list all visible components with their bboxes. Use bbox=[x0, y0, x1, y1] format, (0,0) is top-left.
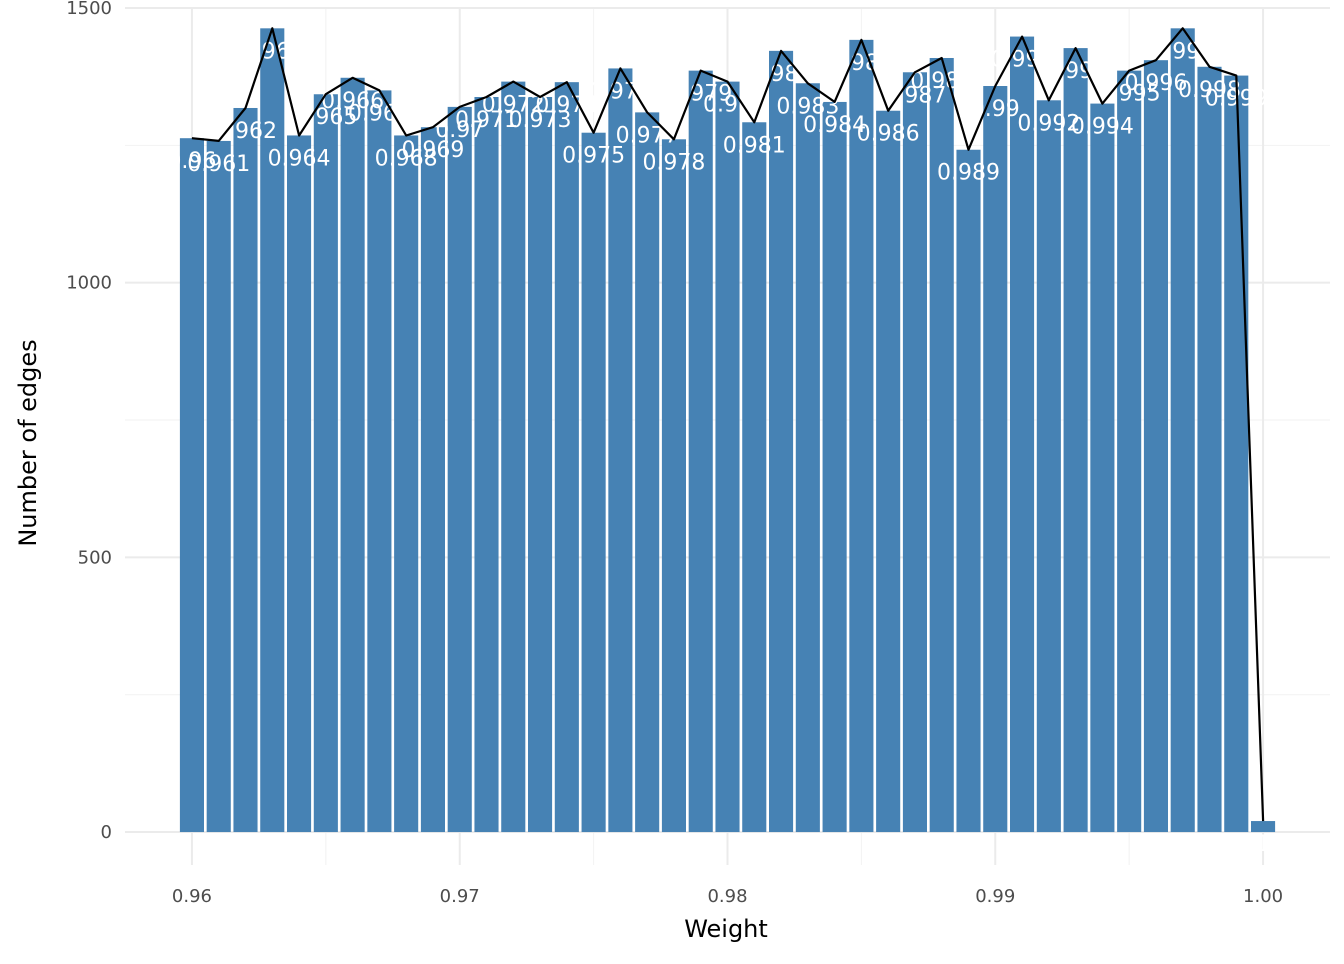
bar-value-label: 0.981 bbox=[723, 133, 786, 158]
histogram-bar bbox=[554, 82, 579, 833]
histogram-bar bbox=[1090, 103, 1115, 833]
bar-value-label: 0.989 bbox=[937, 161, 1000, 186]
bar-value-label: 0.962 bbox=[214, 119, 277, 144]
histogram-bar bbox=[715, 81, 740, 833]
bar-value-label: 0.977 bbox=[616, 123, 679, 148]
histogram-bar bbox=[661, 139, 686, 833]
histogram-bar bbox=[1170, 28, 1195, 833]
histogram-bar bbox=[367, 90, 392, 833]
bar-value-label: 0.982 bbox=[750, 62, 813, 87]
histogram-bar bbox=[688, 70, 713, 833]
histogram-bar bbox=[795, 83, 820, 833]
bar-value-label: 0.969 bbox=[401, 138, 464, 163]
histogram-bar bbox=[420, 127, 445, 833]
bar-value-label: 0.99 bbox=[971, 97, 1020, 122]
bar-value-label: 0.961 bbox=[187, 152, 250, 177]
bar-value-label: 0.994 bbox=[1071, 115, 1134, 140]
histogram-bar bbox=[1117, 70, 1142, 833]
bar-value-label: 0.971 bbox=[455, 108, 518, 133]
bar-value-label: 1 bbox=[1256, 832, 1270, 857]
bar-value-label: 0.964 bbox=[268, 146, 331, 171]
y-tick-label: 1000 bbox=[66, 273, 112, 294]
bar-value-label: 0.992 bbox=[1017, 111, 1080, 136]
histogram-bar bbox=[474, 96, 499, 833]
bar-value-label: 0.976 bbox=[589, 79, 652, 104]
histogram-bar bbox=[742, 122, 767, 833]
histogram-bar bbox=[635, 112, 660, 833]
trend-line bbox=[191, 27, 1265, 822]
histogram-bar bbox=[340, 77, 365, 833]
bar-value-label: 0.96 bbox=[167, 149, 216, 174]
bar-value-label: 0.974 bbox=[535, 93, 598, 118]
histogram-bar bbox=[1251, 821, 1276, 833]
x-tick-label: 0.96 bbox=[172, 886, 212, 907]
histogram-bar bbox=[983, 86, 1008, 833]
bar-value-label: 0.98 bbox=[703, 93, 752, 118]
histogram-bar bbox=[1143, 60, 1168, 833]
x-tick-label: 0.98 bbox=[707, 886, 747, 907]
y-tick-label: 0 bbox=[101, 822, 112, 843]
histogram-bar bbox=[1197, 66, 1222, 833]
bar-value-label: 0.984 bbox=[803, 113, 866, 138]
histogram-bar bbox=[1063, 48, 1088, 833]
histogram-bar bbox=[876, 110, 901, 833]
bar-value-label: 0.991 bbox=[991, 48, 1054, 73]
x-tick-label: 0.97 bbox=[440, 886, 480, 907]
histogram-bar bbox=[233, 107, 258, 833]
bar-value-label: 0.985 bbox=[830, 51, 893, 76]
bar-value-label: 0.963 bbox=[241, 39, 304, 64]
bar-value-label: 0.986 bbox=[857, 122, 920, 147]
histogram-bar bbox=[287, 135, 312, 833]
histogram-bar bbox=[206, 140, 231, 833]
bar-value-label: 0.966 bbox=[321, 89, 384, 114]
bar-value-label: 0.968 bbox=[375, 146, 438, 171]
y-tick-label: 500 bbox=[78, 547, 112, 568]
histogram-bar bbox=[179, 138, 204, 833]
bars-layer bbox=[179, 28, 1276, 833]
histogram-bar bbox=[1036, 100, 1061, 833]
histogram-bar bbox=[313, 94, 338, 833]
bar-value-label: 0.973 bbox=[509, 108, 572, 133]
bar-value-label: 0.97 bbox=[435, 118, 484, 143]
bar-value-label: 0.979 bbox=[669, 82, 732, 107]
histogram-bar bbox=[956, 149, 981, 833]
histogram-bar bbox=[822, 101, 847, 833]
histogram-bar bbox=[608, 68, 633, 833]
histogram-bar bbox=[394, 135, 419, 833]
bar-value-label: 0.975 bbox=[562, 144, 625, 169]
bar-value-label: 0.996 bbox=[1124, 71, 1187, 96]
histogram-bar bbox=[769, 50, 794, 833]
histogram-bar bbox=[581, 132, 606, 833]
histogram-bar bbox=[849, 39, 874, 833]
x-tick-label: 1.00 bbox=[1243, 886, 1283, 907]
axis-layer: 0 500 1000 1500 0.96 0.97 0.98 0.99 1.00 bbox=[66, 0, 1283, 907]
histogram-bar bbox=[501, 81, 526, 833]
histogram-bar bbox=[1010, 36, 1035, 833]
histogram-bar bbox=[1224, 75, 1249, 833]
histogram-bar bbox=[929, 57, 954, 833]
bar-value-label: 0.972 bbox=[482, 93, 545, 118]
bar-value-label: 0.998 bbox=[1178, 78, 1241, 103]
x-axis-title: Weight bbox=[684, 915, 768, 943]
histogram-bar bbox=[902, 72, 927, 833]
histogram-bar bbox=[260, 28, 285, 833]
y-axis-title: Number of edges bbox=[14, 339, 42, 546]
bar-value-label: 0.967 bbox=[348, 101, 411, 126]
x-tick-label: 0.99 bbox=[975, 886, 1015, 907]
histogram-bar bbox=[528, 96, 553, 833]
trend-line-layer bbox=[191, 27, 1265, 822]
histogram-bar bbox=[447, 106, 472, 833]
bar-value-label: 0.988 bbox=[910, 69, 973, 94]
bar-value-label: 0.978 bbox=[642, 150, 705, 175]
y-tick-label: 1500 bbox=[66, 0, 112, 19]
bar-value-label: 0.995 bbox=[1098, 82, 1161, 107]
bar-value-label: 0.993 bbox=[1044, 59, 1107, 84]
